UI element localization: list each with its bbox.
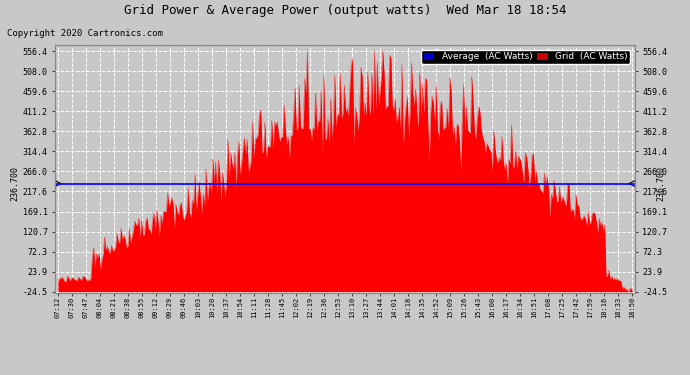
Text: Copyright 2020 Cartronics.com: Copyright 2020 Cartronics.com bbox=[7, 28, 163, 38]
Text: 236.700: 236.700 bbox=[656, 166, 665, 201]
Legend: Average  (AC Watts), Grid  (AC Watts): Average (AC Watts), Grid (AC Watts) bbox=[421, 50, 630, 64]
Text: 236.700: 236.700 bbox=[10, 166, 19, 201]
Text: Grid Power & Average Power (output watts)  Wed Mar 18 18:54: Grid Power & Average Power (output watts… bbox=[124, 4, 566, 17]
